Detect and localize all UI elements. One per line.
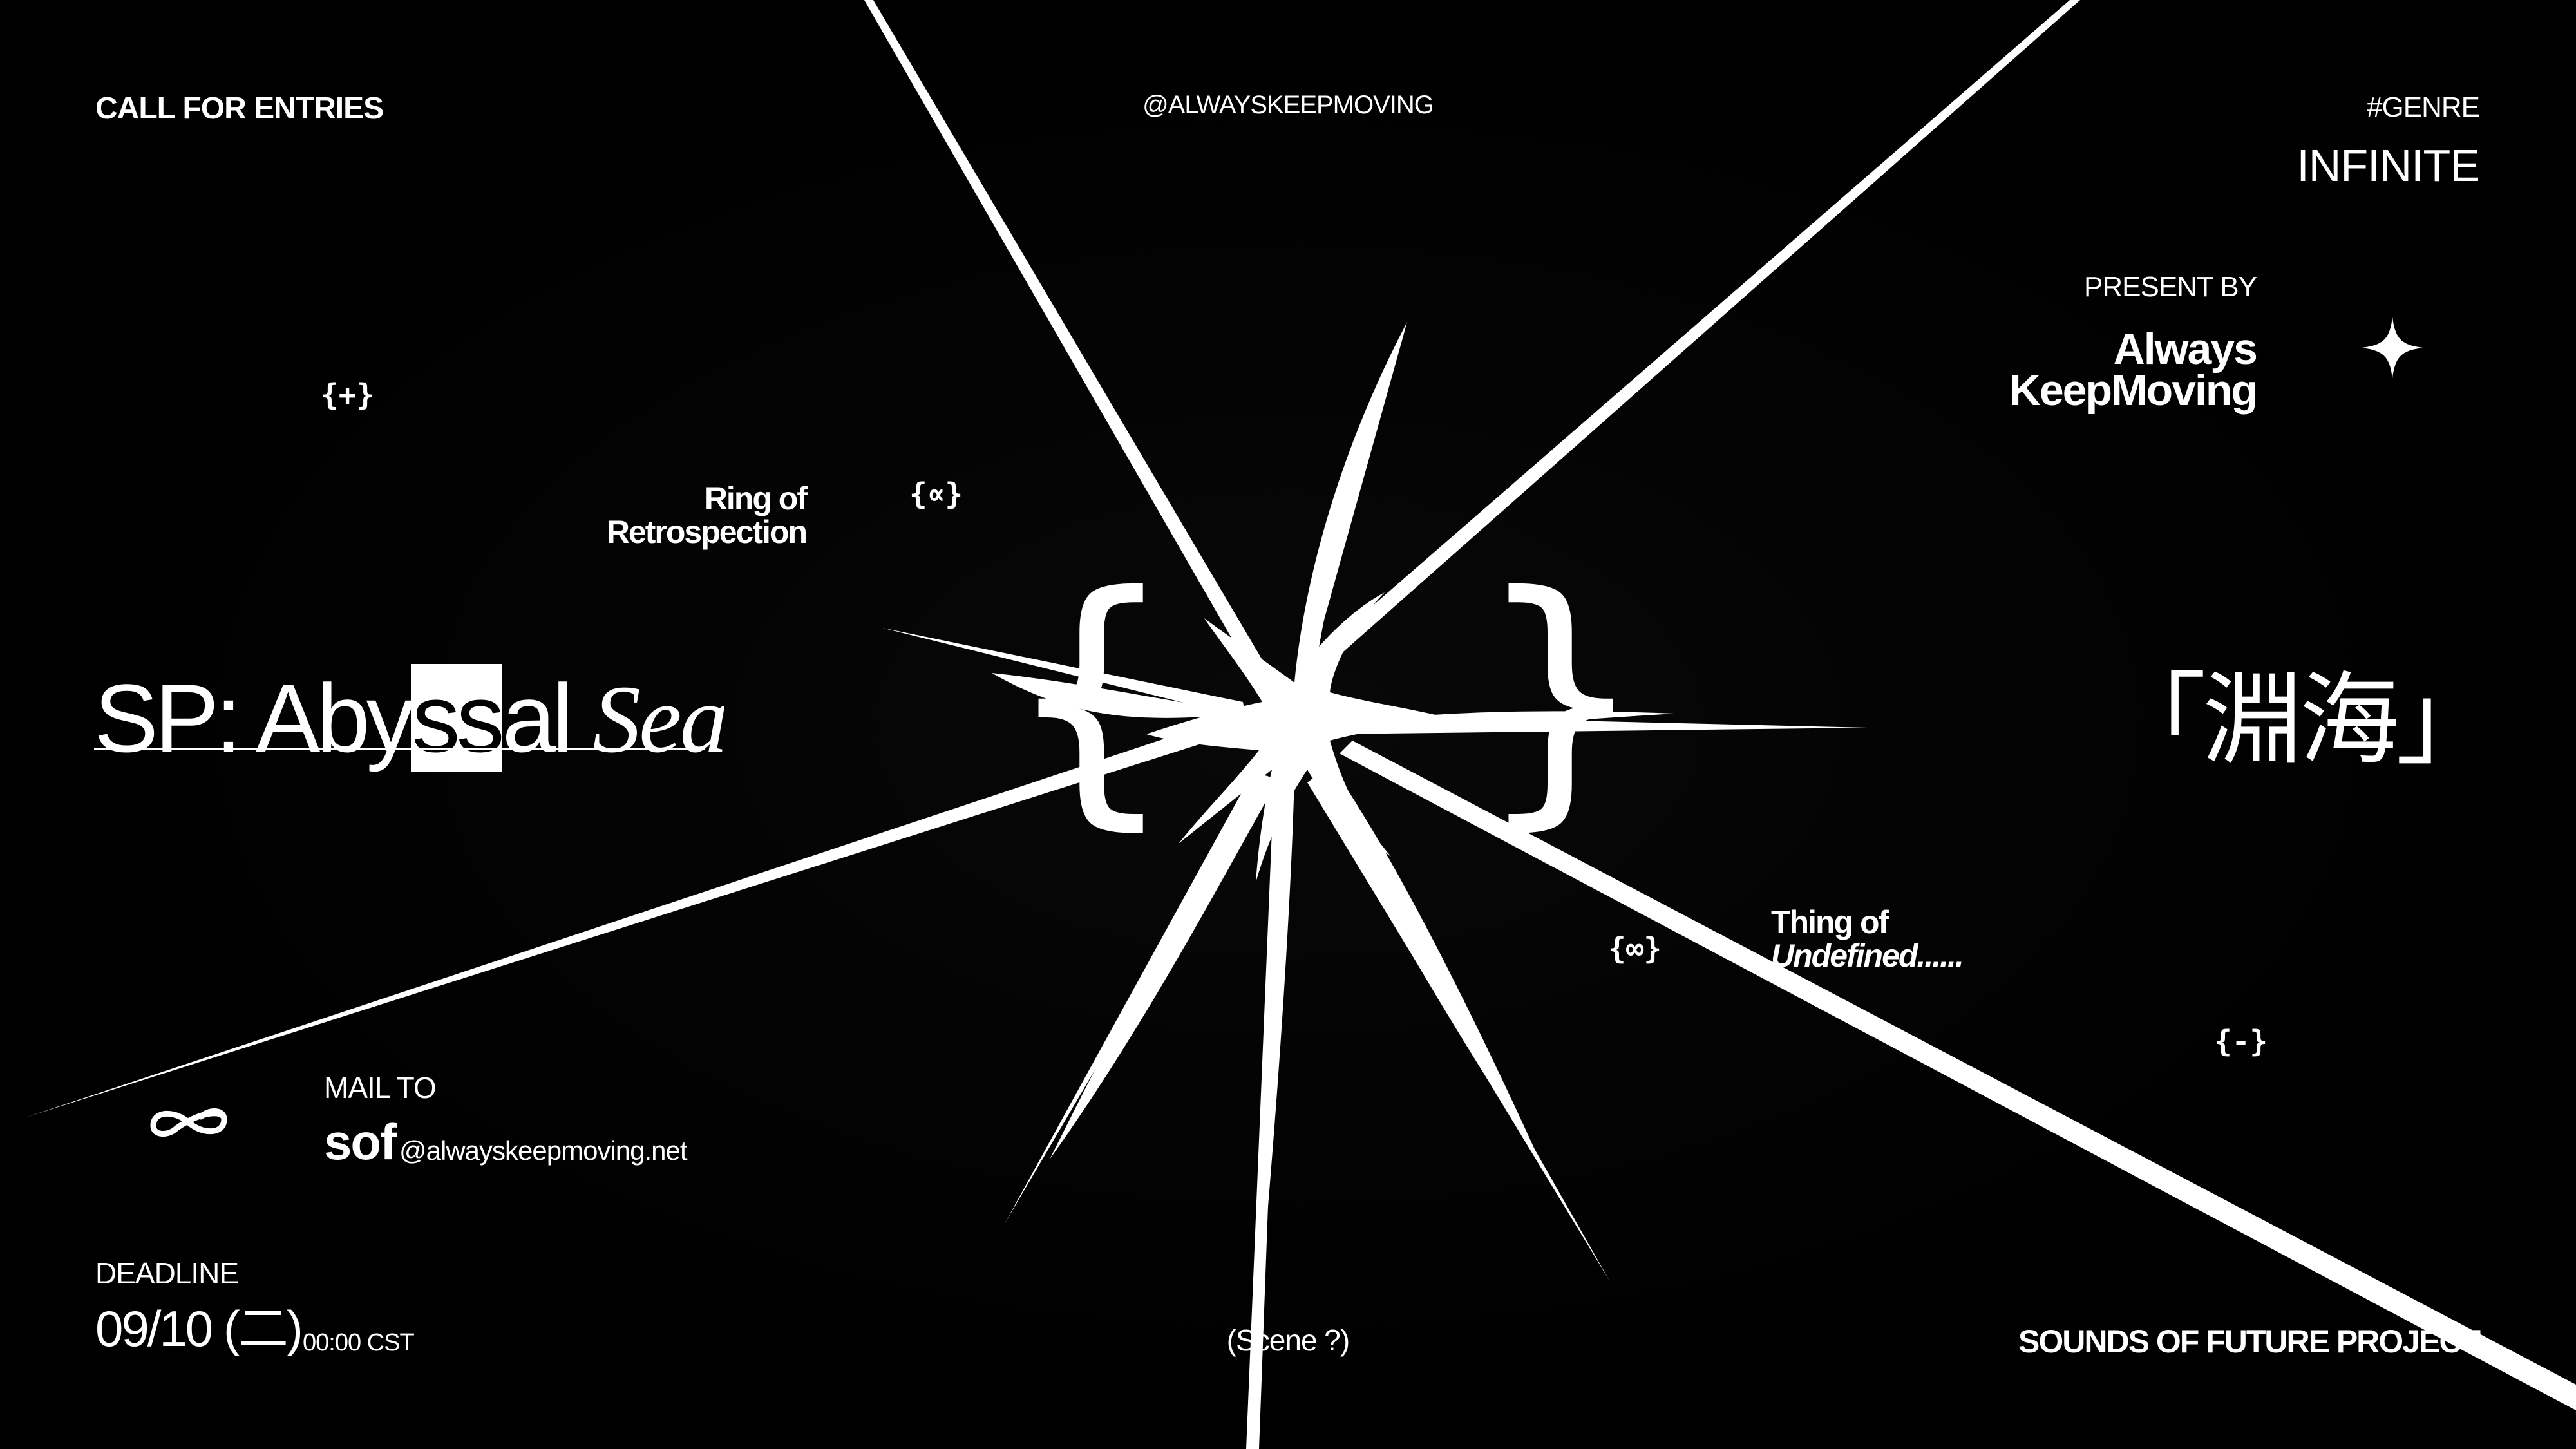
title-part2: al [502, 664, 593, 772]
mail-user[interactable]: sof [324, 1113, 397, 1170]
double-loop-icon [150, 1108, 227, 1137]
genre-value: INFINITE [2297, 140, 2480, 191]
minus-symbol: {-} [2214, 1024, 2268, 1059]
thing-label-line1: Thing of [1771, 904, 1889, 940]
ring-label-line1: Ring of [704, 480, 808, 516]
four-point-star-icon [2362, 317, 2423, 379]
mail-domain[interactable]: @alwayskeepmoving.net [399, 1135, 688, 1166]
thing-label-line2: Undefined...... [1771, 938, 1964, 974]
presenter-name: Always KeepMoving [2009, 325, 2258, 415]
present-by-label: PRESENT BY [2084, 271, 2257, 303]
cjk-title: 「淵海」 [2106, 661, 2496, 779]
plus-symbol: {+} [321, 377, 375, 412]
ring-label-line2: Retrospection [606, 514, 808, 550]
scene-label: (Scene ?) [1226, 1323, 1350, 1357]
genre-tag: #GENRE [2367, 91, 2480, 123]
right-brace: } [1475, 538, 1647, 853]
mail-to-label: MAIL TO [324, 1071, 437, 1104]
infinity-symbol: {∞} [1608, 931, 1662, 966]
ring-of-retrospection-label: Ring of Retrospection [606, 480, 808, 550]
title-text: SP: Abyssal Sea [94, 664, 728, 772]
deadline-label: DEADLINE [95, 1256, 239, 1290]
deadline-date: 09/10 (二) [95, 1300, 303, 1357]
proportional-symbol: {∝} [909, 477, 963, 511]
title-part1: SP: Aby [94, 664, 415, 772]
handle-link[interactable]: @ALWAYSKEEPMOVING [1142, 91, 1434, 119]
project-name: SOUNDS OF FUTURE PROJECT [2018, 1323, 2481, 1359]
deadline-time: 00:00 CST [303, 1329, 415, 1356]
thing-of-undefined-label: Thing of Undefined...... [1771, 904, 1964, 974]
title-underline [94, 748, 705, 750]
title-italic: Sea [592, 666, 728, 773]
main-title: SP: Abyssal Sea [94, 664, 728, 799]
call-for-entries-label: CALL FOR ENTRIES [95, 91, 384, 126]
title-highlight: ss [410, 664, 505, 772]
presenter-name-line1: Always [2113, 325, 2258, 374]
left-brace: { [1005, 538, 1177, 853]
presenter-name-line2: KeepMoving [2009, 366, 2258, 415]
